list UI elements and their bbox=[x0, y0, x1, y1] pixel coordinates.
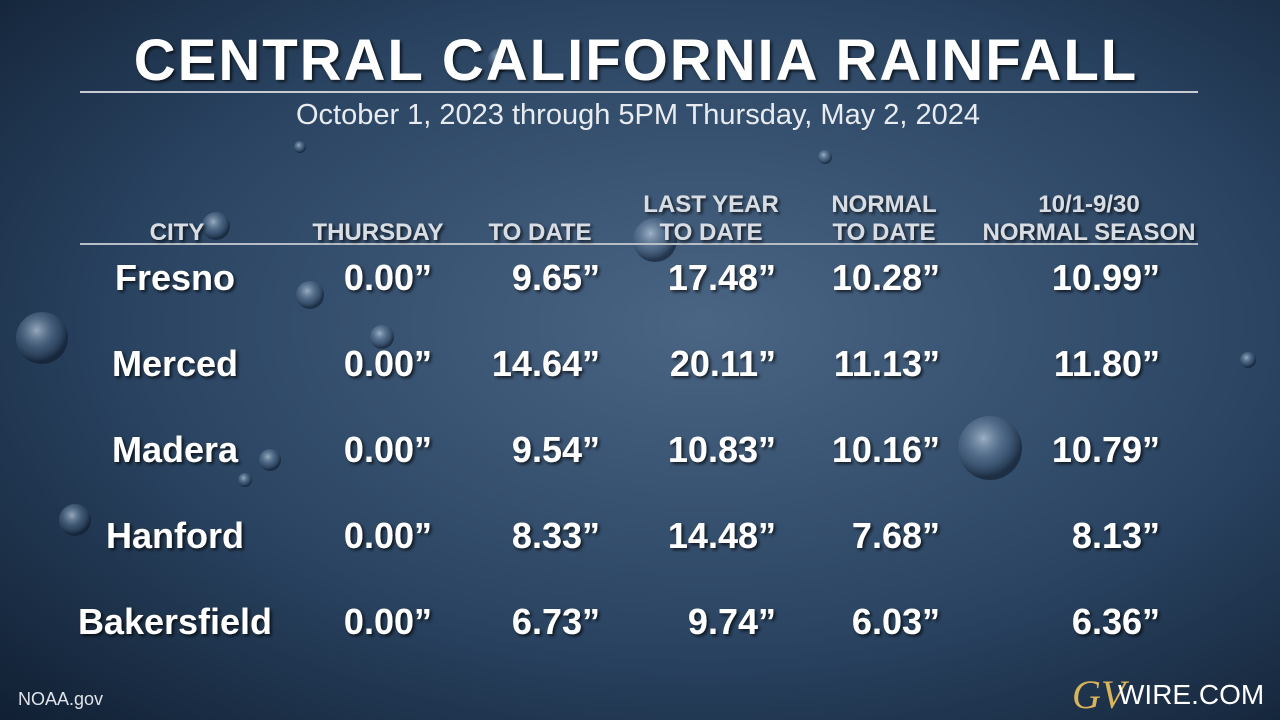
city-name: Fresno bbox=[115, 257, 235, 298]
rainfall-value: 10.83” bbox=[668, 429, 776, 470]
city-name: Bakersfield bbox=[78, 601, 272, 642]
rainfall-value: 8.13” bbox=[1072, 515, 1160, 556]
column-header: CITY bbox=[150, 219, 205, 246]
rainfall-value: 9.65” bbox=[512, 257, 600, 298]
column-header: TO DATE bbox=[488, 219, 591, 246]
rainfall-value: 0.00” bbox=[344, 515, 432, 556]
rainfall-value: 8.33” bbox=[512, 515, 600, 556]
rainfall-value: 0.00” bbox=[344, 343, 432, 384]
city-name: Hanford bbox=[106, 515, 244, 556]
rainfall-value: 7.68” bbox=[852, 515, 940, 556]
rainfall-value: 0.00” bbox=[344, 601, 432, 642]
city-name: Merced bbox=[112, 343, 238, 384]
rainfall-value: 0.00” bbox=[344, 257, 432, 298]
column-header: NORMAL bbox=[831, 191, 936, 218]
column-header: NORMAL SEASON bbox=[983, 219, 1196, 246]
rainfall-value: 17.48” bbox=[668, 257, 776, 298]
rainfall-value: 10.16” bbox=[832, 429, 940, 470]
rainfall-value: 11.80” bbox=[1054, 343, 1160, 384]
rainfall-value: 11.13” bbox=[834, 343, 940, 384]
subtitle: October 1, 2023 through 5PM Thursday, Ma… bbox=[296, 99, 980, 131]
rainfall-value: 6.36” bbox=[1072, 601, 1160, 642]
column-header: 10/1-9/30 bbox=[1038, 191, 1139, 218]
rainfall-value: 20.11” bbox=[670, 343, 776, 384]
title: CENTRAL CALIFORNIA RAINFALL bbox=[134, 28, 1139, 93]
rainfall-value: 14.64” bbox=[492, 343, 600, 384]
rainfall-value: 9.74” bbox=[688, 601, 776, 642]
rainfall-value: 0.00” bbox=[344, 429, 432, 470]
logo-mark: GV bbox=[1072, 672, 1130, 717]
rainfall-value: 10.79” bbox=[1052, 429, 1160, 470]
source: NOAA.gov bbox=[18, 689, 103, 709]
rainfall-value: 10.99” bbox=[1052, 257, 1160, 298]
logo-text: WIRE.COM bbox=[1118, 679, 1264, 710]
rainfall-value: 6.03” bbox=[852, 601, 940, 642]
column-header: TO DATE bbox=[832, 219, 935, 246]
column-header: THURSDAY bbox=[312, 219, 443, 246]
city-name: Madera bbox=[112, 429, 239, 470]
droplets bbox=[16, 48, 1256, 536]
rainfall-value: 6.73” bbox=[512, 601, 600, 642]
column-header: LAST YEAR bbox=[643, 191, 779, 218]
column-header: TO DATE bbox=[659, 219, 762, 246]
rainfall-value: 9.54” bbox=[512, 429, 600, 470]
rainfall-value: 10.28” bbox=[832, 257, 940, 298]
rainfall-value: 14.48” bbox=[668, 515, 776, 556]
